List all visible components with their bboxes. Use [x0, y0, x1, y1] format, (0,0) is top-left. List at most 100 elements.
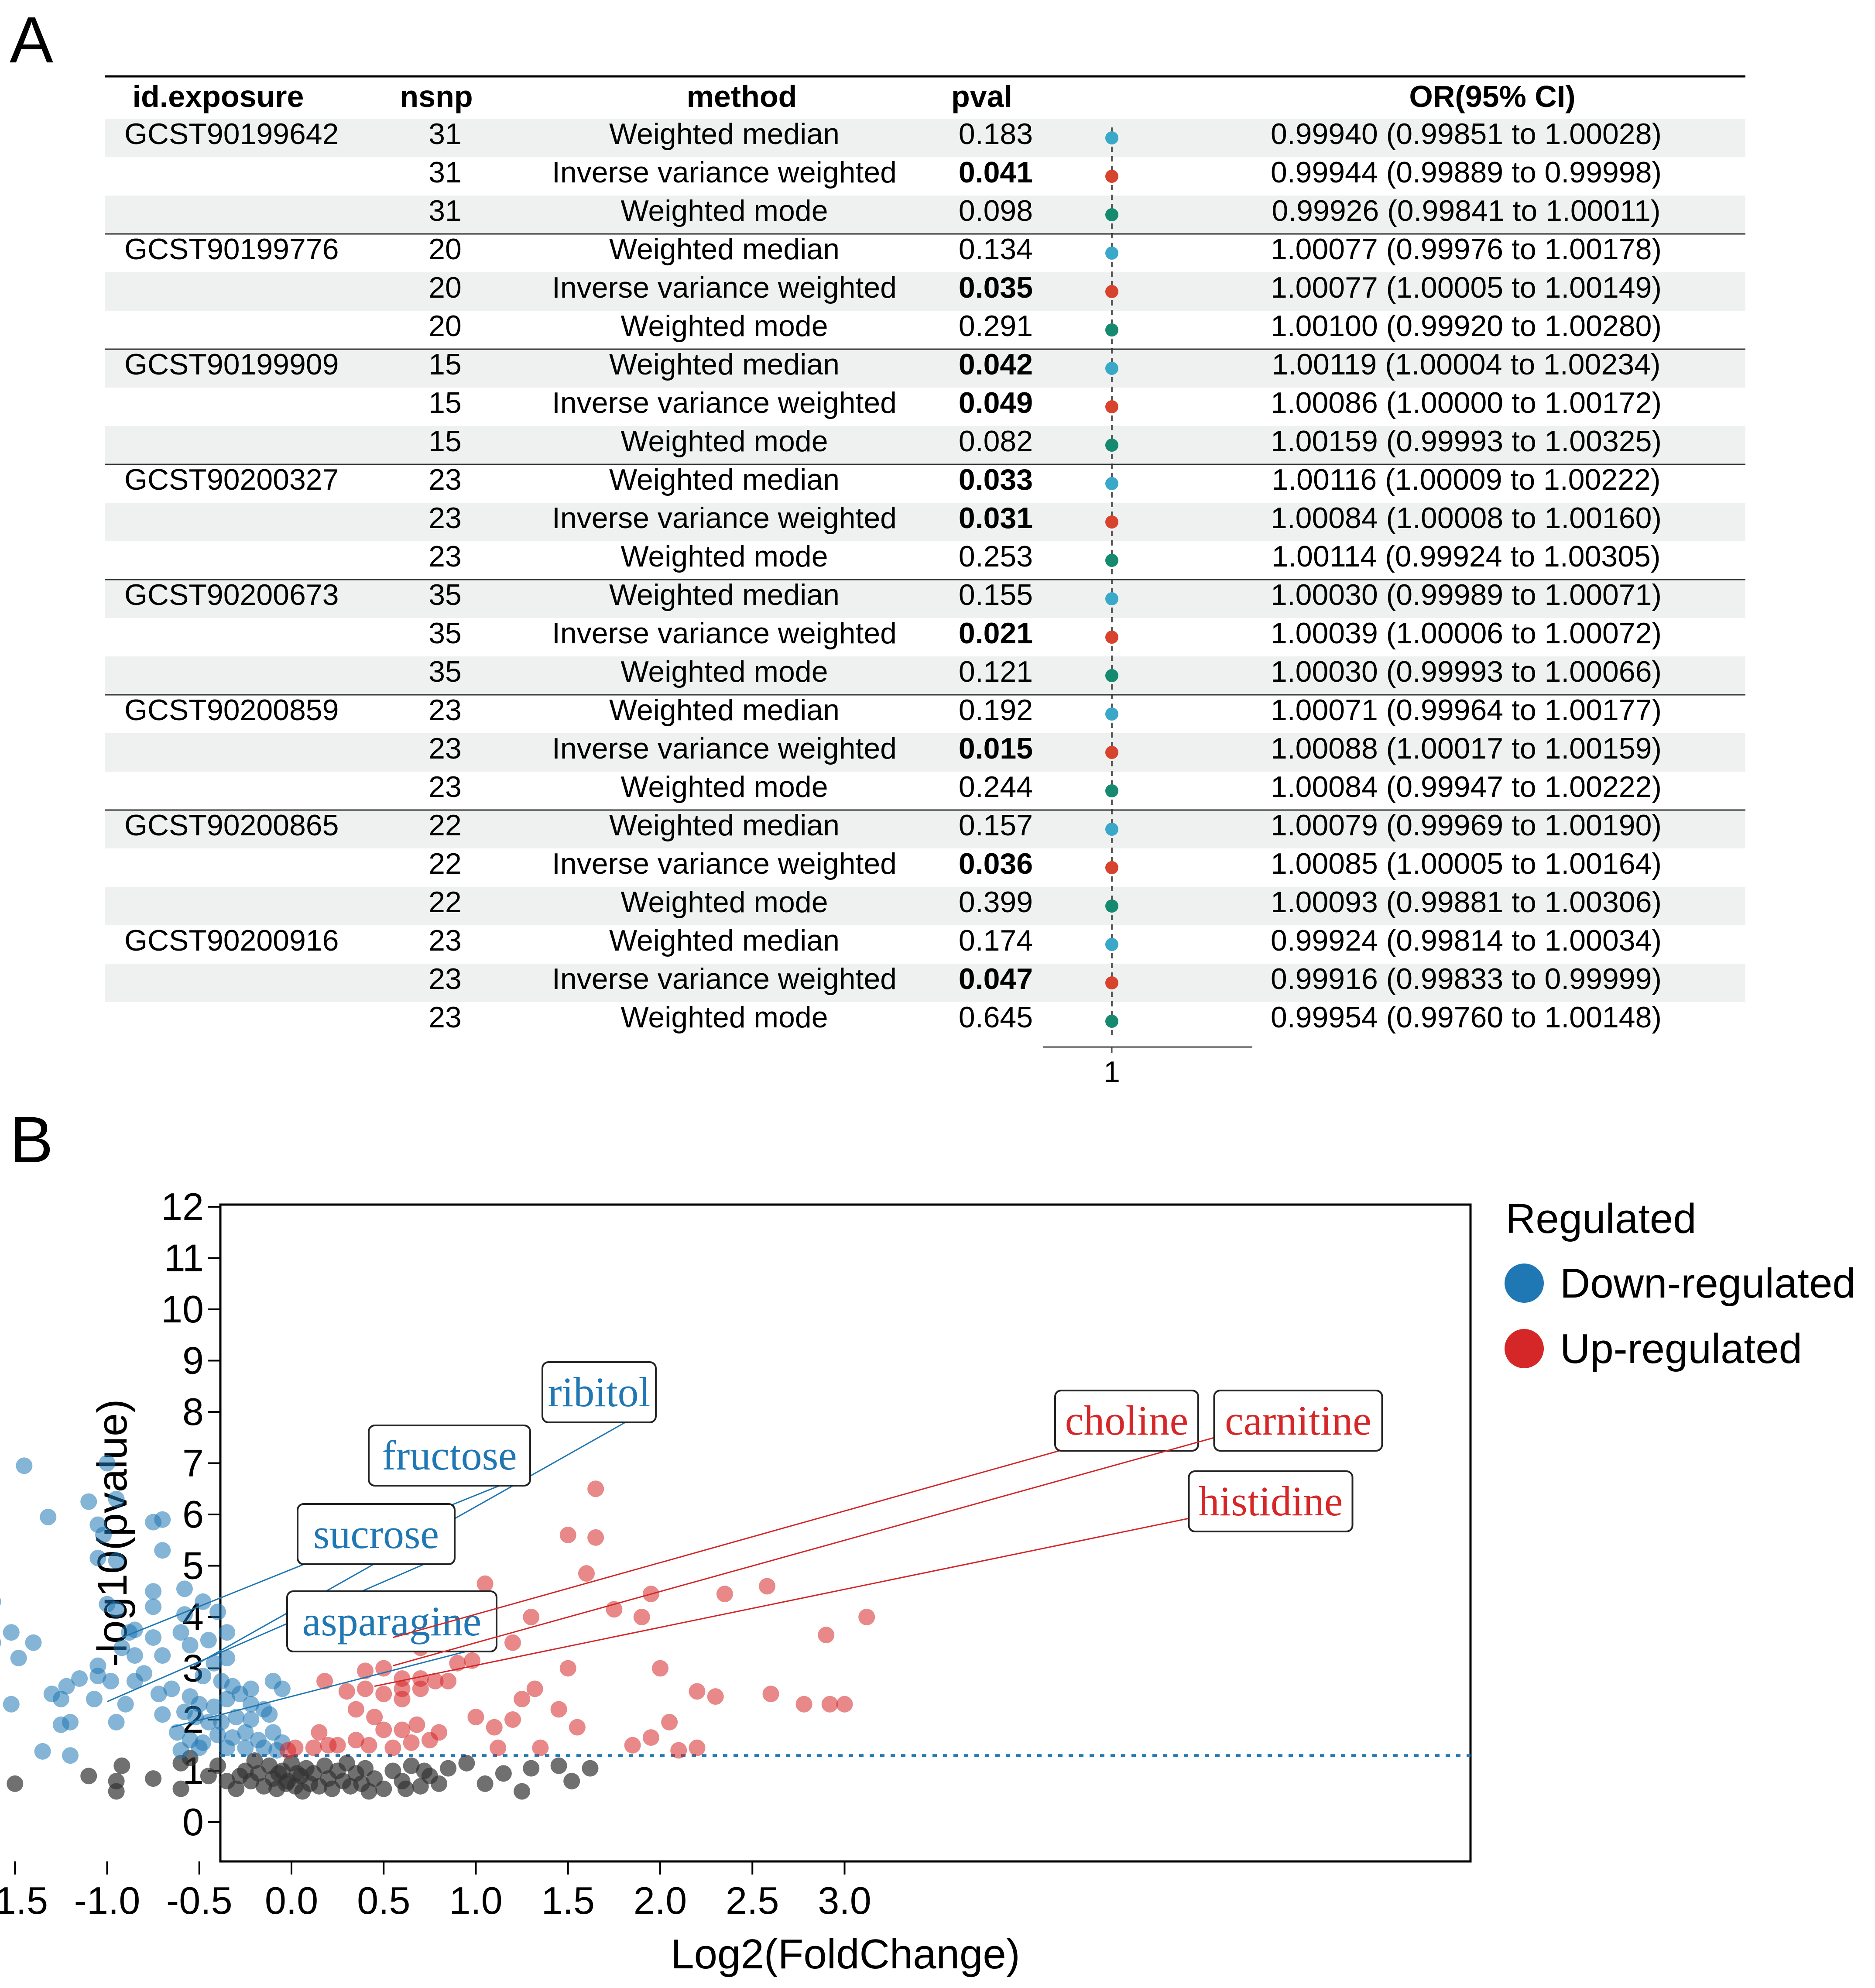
cell-nsnp: 22 — [428, 847, 462, 880]
scatter-point — [52, 1716, 69, 1733]
cell-pval: 0.041 — [959, 156, 1033, 189]
cell-method: Weighted mode — [620, 1001, 828, 1034]
scatter-point — [255, 1701, 272, 1718]
scatter-point — [412, 1680, 429, 1697]
table-row-shade — [105, 272, 1745, 311]
cell-nsnp: 23 — [428, 463, 462, 496]
scatter-point — [246, 1752, 263, 1769]
label-box — [297, 1503, 456, 1565]
scatter-point — [176, 1703, 193, 1720]
cell-method: Inverse variance weighted — [552, 501, 897, 535]
scatter-point — [209, 1757, 226, 1774]
cell-pval: 0.035 — [959, 271, 1033, 304]
cell-nsnp: 23 — [428, 540, 462, 573]
scatter-point — [89, 1549, 106, 1566]
scatter-point — [71, 1670, 88, 1687]
scatter-point — [347, 1701, 364, 1718]
cell-or-ci: 1.00088 (1.00017 to 1.00159) — [1271, 732, 1662, 765]
scatter-point — [113, 1757, 130, 1774]
scatter-point — [80, 1493, 97, 1510]
scatter-point — [40, 1508, 57, 1525]
cell-id-exposure: GCST90200865 — [124, 809, 339, 842]
scatter-point — [292, 1768, 309, 1785]
scatter-point — [431, 1775, 447, 1792]
table-row-shade — [105, 580, 1745, 618]
scatter-point — [86, 1691, 103, 1707]
scatter-point — [320, 1737, 337, 1754]
scatter-point — [375, 1686, 392, 1703]
cell-or-ci: 1.00039 (1.00006 to 1.00072) — [1271, 617, 1662, 650]
cell-pval: 0.244 — [959, 770, 1033, 803]
scatter-point — [360, 1783, 377, 1800]
scatter-point — [652, 1660, 668, 1677]
y-tick-label: 4 — [182, 1595, 204, 1638]
scatter-point — [224, 1678, 241, 1695]
cell-method: Weighted mode — [620, 194, 828, 227]
header-method: method — [687, 79, 797, 113]
cell-method: Weighted mode — [620, 425, 828, 458]
cell-nsnp: 35 — [428, 617, 462, 650]
metabolite-label-asparagine: asparagine — [302, 1598, 481, 1645]
scatter-point — [440, 1672, 457, 1689]
table-row-shade — [105, 656, 1745, 695]
cell-nsnp: 23 — [428, 770, 462, 803]
scatter-point — [80, 1768, 97, 1785]
scatter-point — [136, 1665, 152, 1682]
scatter-point — [342, 1778, 359, 1795]
scatter-point — [523, 1760, 540, 1777]
scatter-point — [172, 1624, 189, 1641]
cell-nsnp: 35 — [428, 578, 462, 611]
cell-pval: 0.049 — [959, 386, 1033, 419]
scatter-point — [89, 1668, 106, 1685]
scatter-point — [209, 1727, 226, 1744]
cell-pval: 0.192 — [959, 694, 1033, 727]
scatter-point — [624, 1737, 641, 1754]
scatter-point — [384, 1609, 401, 1625]
cell-pval: 0.098 — [959, 194, 1033, 227]
x-tick-label: 0.5 — [357, 1879, 410, 1922]
scatter-point — [126, 1621, 143, 1638]
scatter-point — [311, 1724, 328, 1741]
cell-method: Weighted median — [609, 694, 840, 727]
scatter-point — [255, 1778, 272, 1795]
scatter-point — [219, 1650, 236, 1666]
x-tick-label: 3.0 — [818, 1879, 871, 1922]
scatter-point — [384, 1739, 401, 1756]
cell-pval: 0.021 — [959, 617, 1033, 650]
scatter-point — [213, 1672, 230, 1689]
cell-nsnp: 20 — [428, 233, 462, 266]
table-row-shade — [105, 964, 1745, 1002]
scatter-point — [394, 1691, 411, 1707]
cell-pval: 0.033 — [959, 463, 1033, 496]
legend-entry-label: Down-regulated — [1560, 1260, 1856, 1307]
scatter-point — [311, 1778, 328, 1795]
scatter-point — [176, 1606, 193, 1623]
scatter-point — [445, 1624, 462, 1641]
scatter-point — [7, 1775, 24, 1792]
scatter-point — [689, 1683, 706, 1700]
scatter-point — [182, 1637, 199, 1654]
cell-method: Weighted mode — [620, 770, 828, 803]
cell-nsnp: 20 — [428, 309, 462, 343]
scatter-point — [320, 1770, 337, 1787]
cell-method: Weighted median — [609, 578, 840, 611]
legend-title: Regulated — [1505, 1195, 1697, 1242]
scatter-point — [145, 1629, 162, 1646]
cell-pval: 0.291 — [959, 309, 1033, 343]
header-pval: pval — [951, 79, 1012, 113]
scatter-point — [237, 1762, 254, 1779]
cell-or-ci: 0.99924 (0.99814 to 1.00034) — [1271, 924, 1662, 957]
scatter-point — [323, 1780, 340, 1797]
forest-table: id.exposure nsnp method pval OR(95% CI) GCST9… — [105, 75, 1745, 1088]
scatter-point — [375, 1660, 392, 1677]
scatter-point — [305, 1739, 322, 1756]
cell-method: Inverse variance weighted — [552, 732, 897, 765]
label-box — [1188, 1470, 1354, 1532]
label-box — [368, 1425, 531, 1487]
scatter-point — [182, 1688, 199, 1705]
cell-or-ci: 1.00077 (0.99976 to 1.00178) — [1271, 233, 1662, 266]
scatter-point — [191, 1739, 208, 1756]
cell-method: Weighted median — [609, 924, 840, 957]
scatter-point — [89, 1516, 106, 1533]
scatter-point — [62, 1747, 79, 1764]
